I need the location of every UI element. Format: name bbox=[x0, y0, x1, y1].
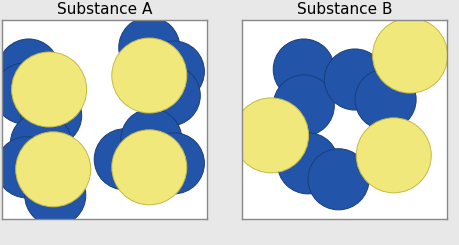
Ellipse shape bbox=[308, 149, 368, 210]
Ellipse shape bbox=[0, 39, 59, 100]
Ellipse shape bbox=[372, 18, 447, 93]
Ellipse shape bbox=[273, 39, 334, 100]
Ellipse shape bbox=[25, 165, 86, 226]
Ellipse shape bbox=[277, 133, 338, 194]
Ellipse shape bbox=[139, 65, 200, 126]
Ellipse shape bbox=[11, 52, 86, 127]
Ellipse shape bbox=[121, 109, 181, 170]
Ellipse shape bbox=[112, 130, 186, 205]
Ellipse shape bbox=[324, 49, 385, 110]
Ellipse shape bbox=[354, 69, 415, 130]
Ellipse shape bbox=[273, 75, 334, 136]
Ellipse shape bbox=[0, 137, 57, 198]
Ellipse shape bbox=[21, 85, 82, 146]
Ellipse shape bbox=[16, 132, 90, 207]
Ellipse shape bbox=[143, 41, 204, 102]
Title: Substance B: Substance B bbox=[297, 2, 392, 17]
Ellipse shape bbox=[11, 113, 71, 174]
Ellipse shape bbox=[355, 118, 431, 193]
Ellipse shape bbox=[112, 38, 186, 113]
Ellipse shape bbox=[143, 133, 204, 194]
Ellipse shape bbox=[0, 63, 55, 124]
Ellipse shape bbox=[94, 129, 155, 190]
Ellipse shape bbox=[118, 17, 179, 78]
Title: Substance A: Substance A bbox=[56, 2, 151, 17]
Ellipse shape bbox=[233, 98, 308, 173]
